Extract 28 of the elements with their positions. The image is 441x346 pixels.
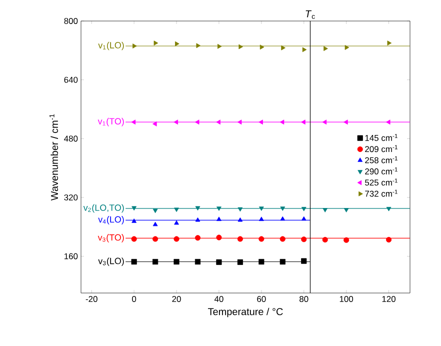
- x-tick-label: 0: [132, 296, 136, 302]
- x-tick-label: 100: [340, 296, 354, 302]
- series-label: v$_{1}$(LO): [98, 42, 124, 50]
- x-tick-label: 20: [172, 296, 181, 302]
- x-axis-title: Temperature / °C: [208, 308, 283, 318]
- y-tick-label: 160: [64, 253, 78, 260]
- ref-line-label: T$_{c}$: [306, 10, 315, 19]
- legend-label: 290 cm$^{-1}$: [365, 167, 398, 174]
- y-axis-title: Wavenumber / cm$^{-1}$: [49, 114, 58, 201]
- y-tick-label: 800: [64, 18, 78, 24]
- x-tick-label: 40: [214, 296, 224, 302]
- series-label: v$_{1}$(TO): [98, 118, 124, 126]
- y-tick-label: 640: [64, 76, 78, 83]
- series-label: v$_{2}$(LO,TO): [83, 204, 124, 213]
- legend-label: 258 cm$^{-1}$: [365, 156, 398, 164]
- series-label: v$_{4}$(LO): [98, 216, 124, 224]
- y-tick-label: 320: [64, 194, 78, 200]
- legend-label: 145 cm$^{-1}$: [365, 134, 398, 141]
- series-label: v$_{3}$(LO): [98, 258, 124, 266]
- x-tick-label: 60: [257, 296, 266, 302]
- legend-label: 732 cm$^{-1}$: [365, 190, 398, 197]
- y-tick-label: 480: [64, 136, 78, 142]
- legend-label: 525 cm$^{-1}$: [365, 178, 398, 186]
- series-label: v$_{3}$(TO): [98, 234, 124, 242]
- legend-label: 209 cm$^{-1}$: [365, 145, 398, 152]
- x-tick-label: 120: [382, 296, 396, 302]
- x-tick-label: -20: [86, 296, 98, 302]
- x-tick-label: 80: [300, 296, 308, 302]
